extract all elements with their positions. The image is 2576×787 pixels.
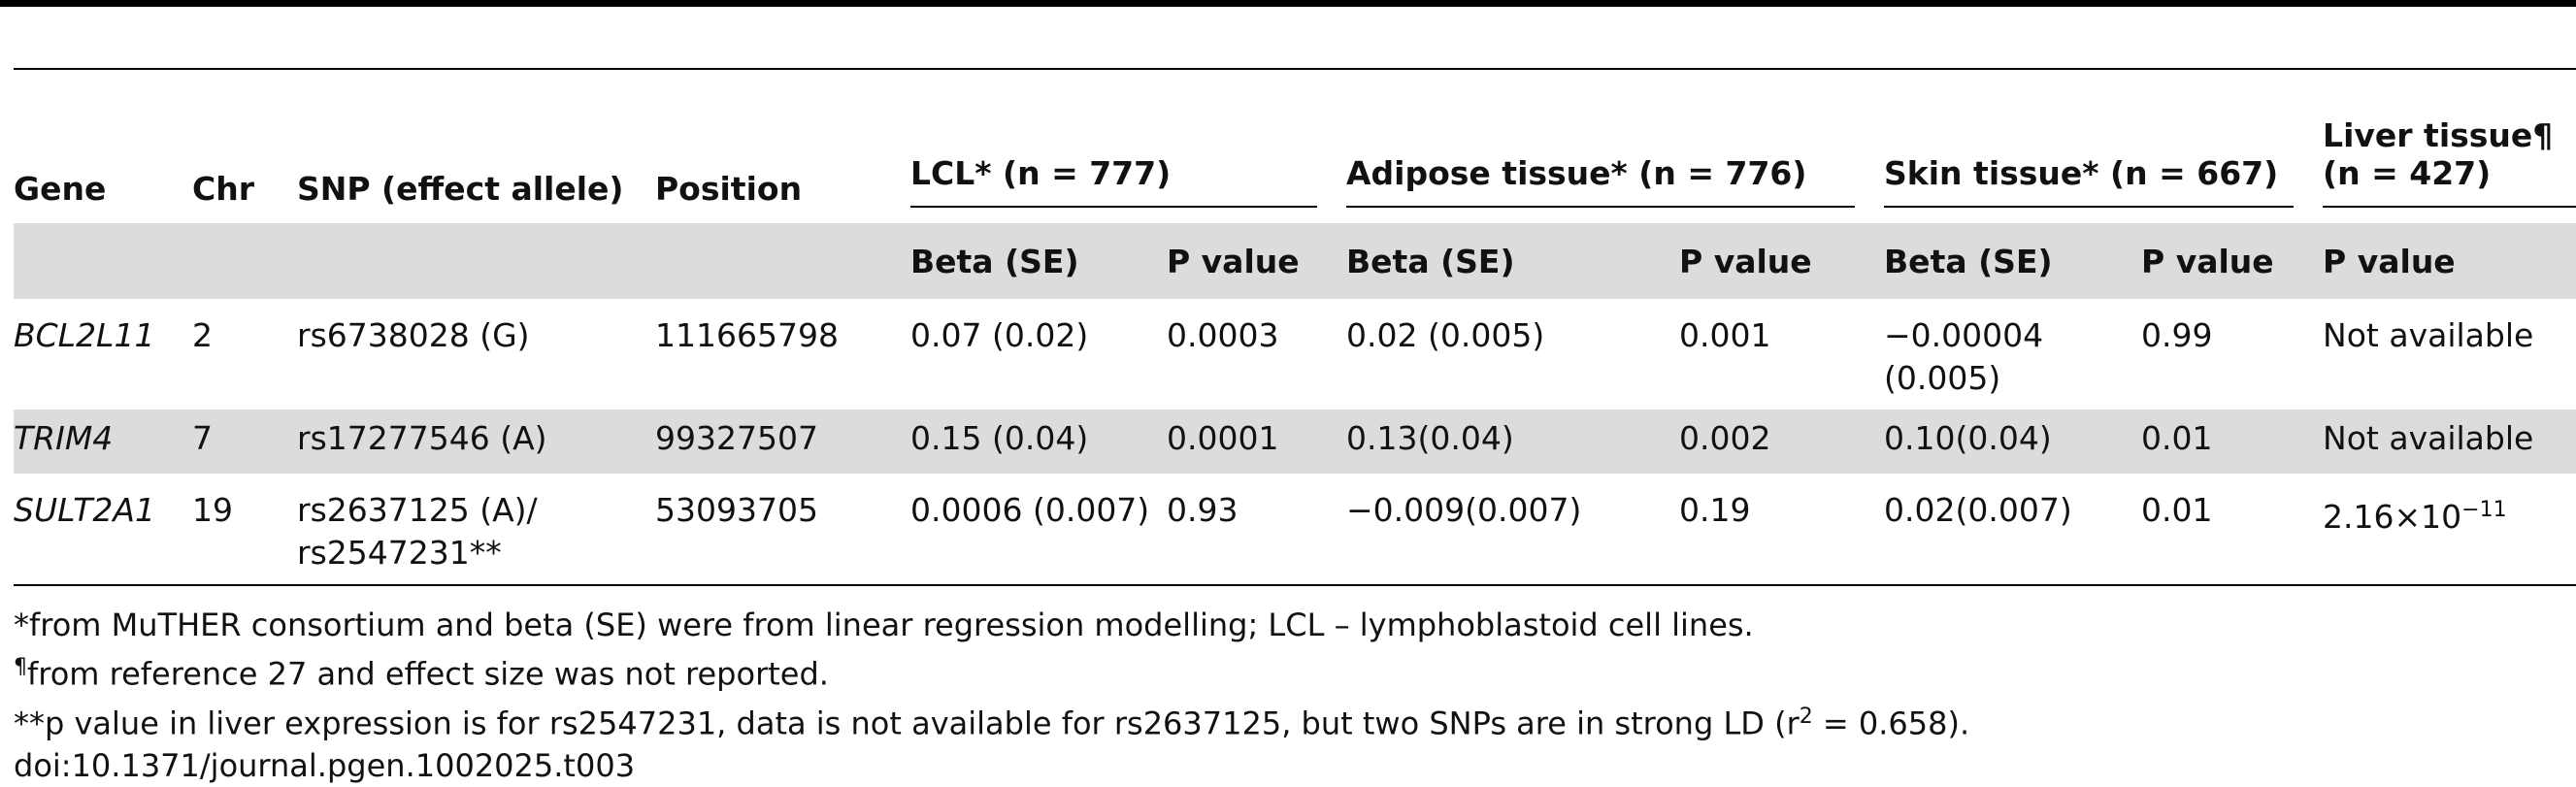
table-row: SULT2A1 19 rs2637125 (A)/rs2547231** 530… <box>14 474 2576 585</box>
cell-chr: 2 <box>192 316 213 354</box>
header-position: Position <box>655 170 803 208</box>
cell-skin-beta: −0.00004 (0.005) <box>1884 316 2044 397</box>
subheader-adipose-beta: Beta (SE) <box>1346 223 1680 299</box>
cell-gene: SULT2A1 <box>14 491 155 529</box>
footnote-2: ¶from reference 27 and effect size was n… <box>14 655 829 693</box>
table-container: Gene Chr SNP (effect allele) Position LC… <box>14 68 2576 586</box>
cell-chr: 7 <box>192 419 213 457</box>
subheader-liver-p: P value <box>2323 223 2576 299</box>
footnotes: *from MuTHER consortium and beta (SE) we… <box>14 604 1969 787</box>
top-rule <box>0 0 2576 7</box>
cell-adipose-beta: −0.009(0.007) <box>1346 491 1582 529</box>
header-adipose-group: Adipose tissue* (n = 776) <box>1346 69 1884 223</box>
header-liver-line2: (n = 427) <box>2323 154 2492 192</box>
cell-adipose-beta: 0.02 (0.005) <box>1346 316 1545 354</box>
header-gene: Gene <box>14 170 107 208</box>
doi: doi:10.1371/journal.pgen.1002025.t003 <box>14 747 636 785</box>
subheader-lcl-p: P value <box>1167 223 1347 299</box>
cell-adipose-beta: 0.13(0.04) <box>1346 419 1514 457</box>
header-snp: SNP (effect allele) <box>297 170 624 208</box>
cell-lcl-p: 0.0001 <box>1167 419 1279 457</box>
cell-lcl-p: 0.93 <box>1167 491 1238 529</box>
cell-skin-beta: 0.02(0.007) <box>1884 491 2072 529</box>
table-row: BCL2L11 2 rs6738028 (G) 111665798 0.07 (… <box>14 299 2576 410</box>
cell-adipose-p: 0.19 <box>1679 491 1751 529</box>
cell-lcl-beta: 0.0006 (0.007) <box>910 491 1150 529</box>
header-lcl: LCL* (n = 777) <box>910 154 1318 208</box>
data-table: Gene Chr SNP (effect allele) Position LC… <box>14 68 2576 586</box>
footnote-1: *from MuTHER consortium and beta (SE) we… <box>14 607 1754 643</box>
header-skin-group: Skin tissue* (n = 667) <box>1884 69 2323 223</box>
cell-liver-p: Not available <box>2323 316 2534 354</box>
cell-position: 53093705 <box>655 491 818 529</box>
header-lcl-group: LCL* (n = 777) <box>910 69 1346 223</box>
cell-lcl-beta: 0.15 (0.04) <box>910 419 1089 457</box>
header-skin: Skin tissue* (n = 667) <box>1884 154 2295 208</box>
cell-position: 99327507 <box>655 419 818 457</box>
header-liver-group: Liver tissue¶ (n = 427) <box>2323 69 2576 223</box>
cell-position: 111665798 <box>655 316 839 354</box>
subheader-skin-beta: Beta (SE) <box>1884 223 2142 299</box>
cell-liver-p: Not available <box>2323 419 2534 457</box>
subheader-lcl-beta: Beta (SE) <box>910 223 1167 299</box>
header-liver-line1: Liver tissue¶ <box>2323 116 2554 154</box>
cell-snp: rs17277546 (A) <box>297 419 547 457</box>
cell-skin-beta: 0.10(0.04) <box>1884 419 2052 457</box>
cell-snp: rs6738028 (G) <box>297 316 530 354</box>
cell-lcl-beta: 0.07 (0.02) <box>910 316 1089 354</box>
table-row: TRIM4 7 rs17277546 (A) 99327507 0.15 (0.… <box>14 410 2576 474</box>
cell-lcl-p: 0.0003 <box>1167 316 1279 354</box>
cell-skin-p: 0.01 <box>2141 491 2213 529</box>
cell-skin-p: 0.99 <box>2141 316 2213 354</box>
cell-skin-p: 0.01 <box>2141 419 2213 457</box>
cell-liver-p: 2.16×10−11 <box>2323 498 2507 536</box>
header-chr: Chr <box>192 170 254 208</box>
cell-chr: 19 <box>192 491 233 529</box>
cell-gene: BCL2L11 <box>14 316 155 354</box>
cell-gene: TRIM4 <box>14 419 114 457</box>
header-adipose: Adipose tissue* (n = 776) <box>1346 154 1856 208</box>
footnote-3: **p value in liver expression is for rs2… <box>14 704 1970 742</box>
cell-adipose-p: 0.001 <box>1679 316 1771 354</box>
cell-snp: rs2637125 (A)/rs2547231** <box>297 491 538 572</box>
subheader-adipose-p: P value <box>1679 223 1885 299</box>
subheader-skin-p: P value <box>2141 223 2324 299</box>
cell-adipose-p: 0.002 <box>1679 419 1771 457</box>
